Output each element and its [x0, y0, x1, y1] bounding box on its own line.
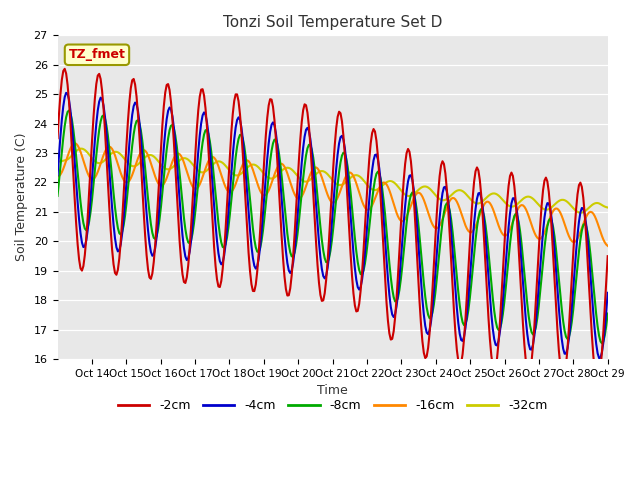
-2cm	[604, 253, 612, 259]
Line: -16cm: -16cm	[58, 144, 608, 246]
Y-axis label: Soil Temperature (C): Soil Temperature (C)	[15, 133, 28, 262]
-4cm	[74, 200, 81, 205]
Text: TZ_fmet: TZ_fmet	[68, 48, 125, 61]
X-axis label: Time: Time	[317, 384, 348, 397]
-32cm	[529, 196, 537, 202]
-2cm	[91, 96, 99, 101]
-8cm	[65, 108, 73, 113]
Line: -8cm: -8cm	[58, 110, 608, 343]
-32cm	[604, 204, 612, 210]
-16cm	[91, 175, 99, 180]
-8cm	[74, 169, 81, 175]
-4cm	[91, 137, 99, 143]
-32cm	[54, 159, 61, 165]
-8cm	[598, 340, 606, 346]
-16cm	[54, 174, 61, 180]
-32cm	[338, 182, 346, 188]
-8cm	[54, 193, 61, 199]
-8cm	[604, 311, 612, 316]
-16cm	[447, 196, 455, 202]
-2cm	[594, 380, 602, 386]
Line: -4cm: -4cm	[58, 93, 608, 358]
-32cm	[447, 192, 455, 198]
-4cm	[602, 309, 610, 314]
-16cm	[74, 143, 81, 148]
-2cm	[529, 343, 537, 348]
-4cm	[529, 342, 537, 348]
Legend: -2cm, -4cm, -8cm, -16cm, -32cm: -2cm, -4cm, -8cm, -16cm, -32cm	[113, 395, 552, 418]
-8cm	[447, 216, 455, 222]
-4cm	[62, 90, 70, 96]
-2cm	[54, 135, 61, 141]
-8cm	[91, 168, 99, 173]
-32cm	[602, 204, 610, 210]
-8cm	[338, 153, 346, 158]
-32cm	[91, 158, 99, 164]
-32cm	[72, 148, 80, 154]
-16cm	[601, 240, 609, 245]
-8cm	[529, 332, 537, 337]
Title: Tonzi Soil Temperature Set D: Tonzi Soil Temperature Set D	[223, 15, 442, 30]
-2cm	[61, 66, 68, 72]
-4cm	[604, 290, 612, 296]
-4cm	[595, 355, 603, 361]
-4cm	[338, 133, 346, 139]
-4cm	[54, 172, 61, 178]
Line: -2cm: -2cm	[58, 69, 608, 383]
Line: -32cm: -32cm	[58, 149, 608, 213]
-4cm	[447, 228, 455, 234]
-2cm	[74, 241, 81, 247]
-2cm	[602, 278, 610, 284]
-32cm	[77, 146, 84, 152]
-8cm	[602, 323, 610, 329]
-32cm	[577, 210, 584, 216]
-2cm	[338, 119, 346, 124]
-16cm	[604, 243, 612, 249]
-16cm	[529, 226, 537, 232]
-16cm	[71, 141, 79, 146]
-2cm	[447, 257, 455, 263]
-16cm	[338, 183, 346, 189]
